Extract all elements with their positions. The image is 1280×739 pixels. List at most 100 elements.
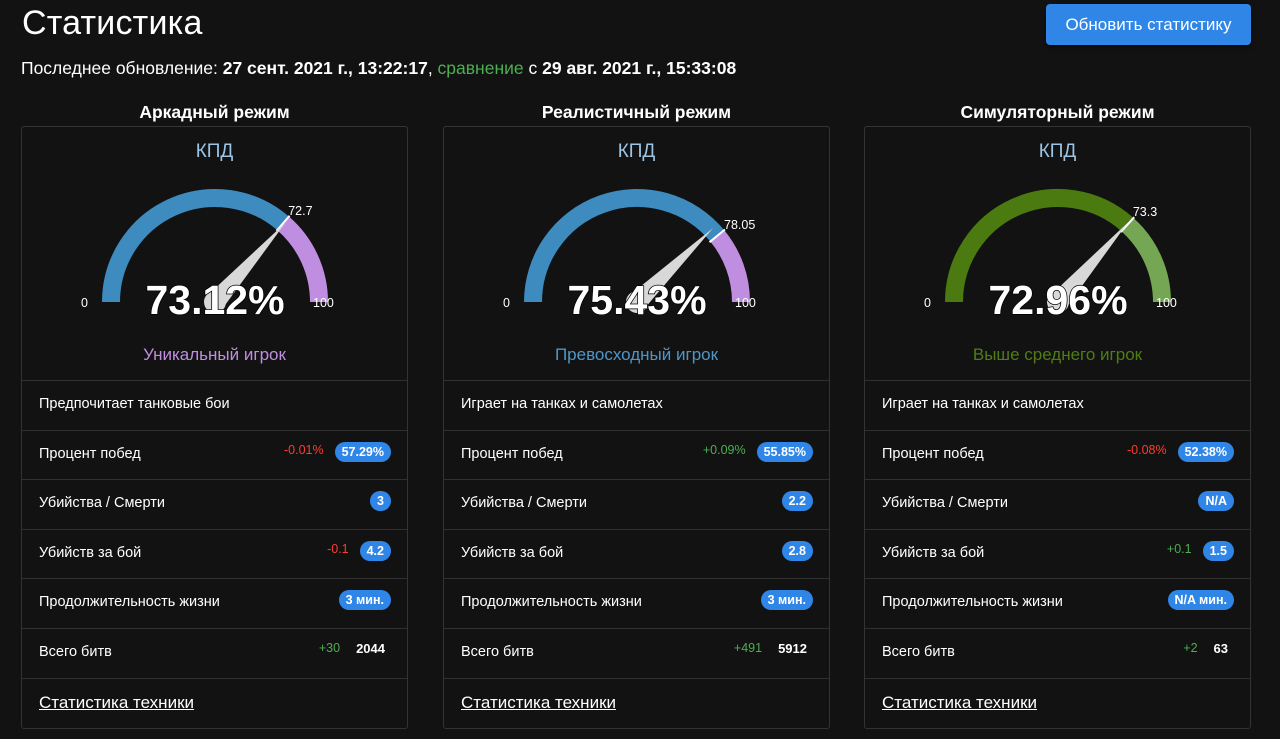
row-divider [865, 430, 1250, 431]
gauge-min-label: 0 [503, 296, 510, 310]
preference-label: Играет на танках и самолетах [461, 396, 663, 412]
gauge-needle-hub [204, 291, 226, 313]
stat-value-badge: 3 мин. [760, 590, 813, 610]
stat-label: Убийств за бой [461, 545, 564, 561]
gauge-arc-main [524, 189, 725, 303]
stat-row-kd: Убийства / Смерти 3 [22, 479, 407, 528]
compare-prefix: с [523, 58, 543, 78]
gauge-max-label: 100 [313, 296, 334, 310]
stat-label: Процент побед [882, 446, 984, 462]
stat-delta: +2 [1183, 641, 1198, 655]
stat-row-total-battles: Всего битв 2044 +30 [22, 628, 407, 677]
gauge-max-label: 100 [735, 296, 756, 310]
stat-value-badge: N/A мин. [1167, 590, 1234, 610]
mode-card: КПД 72.7 0 100 73.12% Уникальный игрок Предпоч… [21, 126, 408, 729]
stat-delta: -0.1 [327, 542, 349, 556]
row-divider [22, 678, 407, 679]
gauge-arc-main [102, 189, 289, 303]
mode-card: КПД 78.05 0 100 75.43% Превосходный игрок Игра… [443, 126, 830, 729]
row-divider [865, 678, 1250, 679]
preference-row: Предпочитает танковые бои [22, 380, 407, 429]
preference-row: Играет на танках и самолетах [865, 380, 1250, 429]
stat-label: Убийств за бой [39, 545, 142, 561]
efficiency-gauge: 78.05 0 100 75.43% [503, 189, 756, 324]
efficiency-gauge: 72.7 0 100 73.12% [81, 189, 334, 324]
vehicle-stats-link[interactable]: Статистика техники [461, 693, 617, 712]
row-divider [444, 430, 829, 431]
player-rating: Превосходный игрок [554, 345, 719, 364]
update-separator: , [427, 58, 438, 78]
row-divider [444, 479, 829, 480]
stat-row-total-battles: Всего битв 63 +2 [865, 628, 1250, 677]
row-divider [865, 380, 1250, 381]
compare-word: сравнение [437, 58, 524, 78]
row-divider [22, 479, 407, 480]
gauge-arc-rest [710, 230, 750, 303]
gauge-threshold-label: 72.7 [288, 204, 312, 218]
stat-delta: +0.1 [1166, 542, 1192, 556]
preference-label: Играет на танках и самолетах [882, 396, 1084, 412]
stat-label: Всего битв [882, 644, 955, 660]
stat-value-badge: 2.2 [781, 491, 813, 511]
efficiency-label: КПД [1038, 141, 1077, 162]
gauge-arc-rest [276, 216, 328, 303]
gauge-min-label: 0 [924, 296, 931, 310]
row-divider [22, 578, 407, 579]
vehicle-stats-link[interactable]: Статистика техники [882, 693, 1038, 712]
stat-value-badge: N/A [1198, 491, 1234, 511]
update-prefix: Последнее обновление: [21, 58, 223, 78]
gauge-threshold-marker [1120, 216, 1135, 233]
mode-title: Аркадный режим [139, 102, 290, 122]
stat-row-kills-per-battle: Убийств за бой 2.8 [444, 529, 829, 578]
stat-label: Продолжительность жизни [39, 594, 220, 610]
gauge-threshold-label: 73.3 [1133, 205, 1157, 219]
row-divider [444, 578, 829, 579]
stat-value-badge: 3 [370, 491, 391, 511]
compare-date: 29 авг. 2021 г., 15:33:08 [542, 58, 737, 78]
stat-label: Всего битв [39, 644, 112, 660]
stat-value-badge: 52.38% [1177, 442, 1234, 462]
preference-label: Предпочитает танковые бои [39, 396, 230, 412]
stat-delta: +30 [318, 641, 341, 655]
gauge-threshold-label: 78.05 [724, 218, 755, 232]
gauge-threshold-marker [708, 228, 726, 243]
row-divider [22, 529, 407, 530]
update-date: 27 сент. 2021 г., 13:22:17 [222, 58, 428, 78]
stat-row-kd: Убийства / Смерти 2.2 [444, 479, 829, 528]
refresh-stats-button[interactable]: Обновить статистику [1046, 4, 1251, 45]
page-title: Статистика [22, 4, 203, 42]
stat-delta: +491 [733, 641, 763, 655]
gauge-threshold-marker [275, 215, 291, 232]
gauge-value: 75.43% [567, 277, 706, 323]
efficiency-label: КПД [195, 141, 234, 162]
stat-label: Убийства / Смерти [39, 495, 165, 511]
gauge-min-label: 0 [81, 296, 88, 310]
gauge-value: 72.96% [988, 277, 1127, 323]
last-update-line: Последнее обновление: 27 сент. 2021 г., … [21, 58, 736, 79]
mode-title: Реалистичный режим [541, 102, 732, 122]
gauge-needle [207, 222, 286, 309]
gauge-max-label: 100 [1156, 296, 1177, 310]
stat-row-win-rate: Процент побед 55.85% +0.09% [444, 430, 829, 479]
stat-label: Убийства / Смерти [461, 495, 587, 511]
row-divider [444, 628, 829, 629]
row-divider [865, 529, 1250, 530]
row-divider [865, 479, 1250, 480]
stat-row-kills-per-battle: Убийств за бой 4.2 -0.1 [22, 529, 407, 578]
row-divider [865, 628, 1250, 629]
efficiency-gauge: 73.3 0 100 72.96% [924, 189, 1177, 324]
gauge-needle-hub [626, 291, 648, 313]
row-divider [22, 430, 407, 431]
stat-value-badge: 4.2 [359, 541, 391, 561]
row-divider [865, 578, 1250, 579]
stat-label: Процент побед [39, 446, 141, 462]
row-divider [22, 628, 407, 629]
efficiency-label: КПД [617, 141, 656, 162]
gauge-needle [630, 228, 713, 310]
stat-row-win-rate: Процент побед 57.29% -0.01% [22, 430, 407, 479]
player-rating: Уникальный игрок [143, 345, 286, 364]
stat-value-badge: 2.8 [781, 541, 813, 561]
vehicle-stats-link[interactable]: Статистика техники [39, 693, 195, 712]
gauge-needle [1050, 222, 1128, 309]
gauge-arc-main [945, 189, 1134, 303]
